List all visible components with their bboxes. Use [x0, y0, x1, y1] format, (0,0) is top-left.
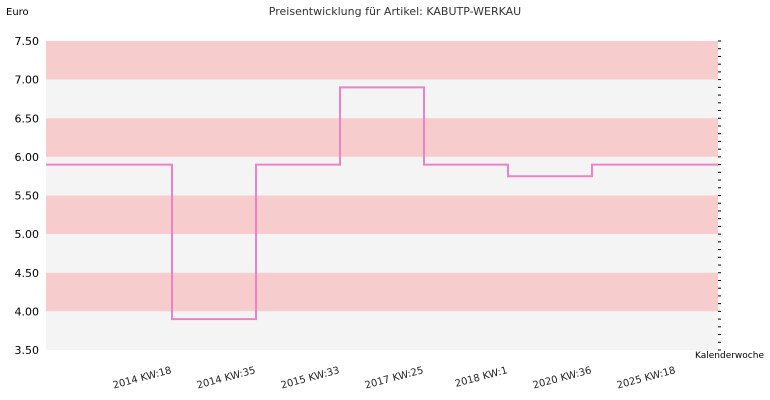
x-tick-label: 2017 KW:25 — [364, 365, 425, 391]
background-band — [46, 234, 718, 273]
chart-title: Preisentwicklung für Artikel: KABUTP-WER… — [269, 5, 521, 18]
price-line — [46, 86, 718, 321]
background-band — [46, 311, 718, 350]
y-axis-unit-label: Euro — [6, 7, 29, 18]
y-tick-label: 5.00 — [15, 228, 40, 241]
y-tick-label: 5.50 — [15, 190, 40, 203]
x-tick-label: 2015 KW:33 — [280, 365, 341, 391]
background-band — [46, 118, 718, 157]
background-band — [46, 272, 718, 312]
y-tick-label: 7.00 — [15, 74, 40, 87]
y-axis-ticks: 7.50 7.00 6.50 6.00 5.50 5.00 4.50 4.00 3.50 — [15, 35, 40, 357]
y-tick-label: 7.50 — [15, 35, 40, 48]
y-tick-label: 4.50 — [15, 267, 40, 280]
x-tick-label: 2018 KW:1 — [454, 365, 509, 390]
y-tick-label: 4.00 — [15, 305, 40, 318]
y-tick-label: 6.50 — [15, 112, 40, 125]
x-tick-label: 2014 KW:35 — [196, 365, 257, 391]
x-tick-label: 2020 KW:36 — [532, 365, 593, 391]
background-band — [46, 195, 718, 235]
x-tick-label: 2025 KW:18 — [616, 365, 677, 391]
y-tick-label: 6.00 — [15, 151, 40, 164]
background-band — [46, 156, 718, 196]
x-axis-ticks: 2014 KW:18 2014 KW:35 2015 KW:33 2017 KW:25… — [112, 365, 677, 391]
background-band — [46, 79, 718, 119]
background-bands — [46, 41, 718, 350]
background-band — [46, 41, 718, 80]
x-tick-label: 2014 KW:18 — [112, 365, 173, 391]
right-axis-minor-ticks — [718, 40, 721, 351]
x-axis-label: Kalenderwoche — [695, 351, 764, 361]
y-tick-label: 3.50 — [15, 344, 40, 357]
